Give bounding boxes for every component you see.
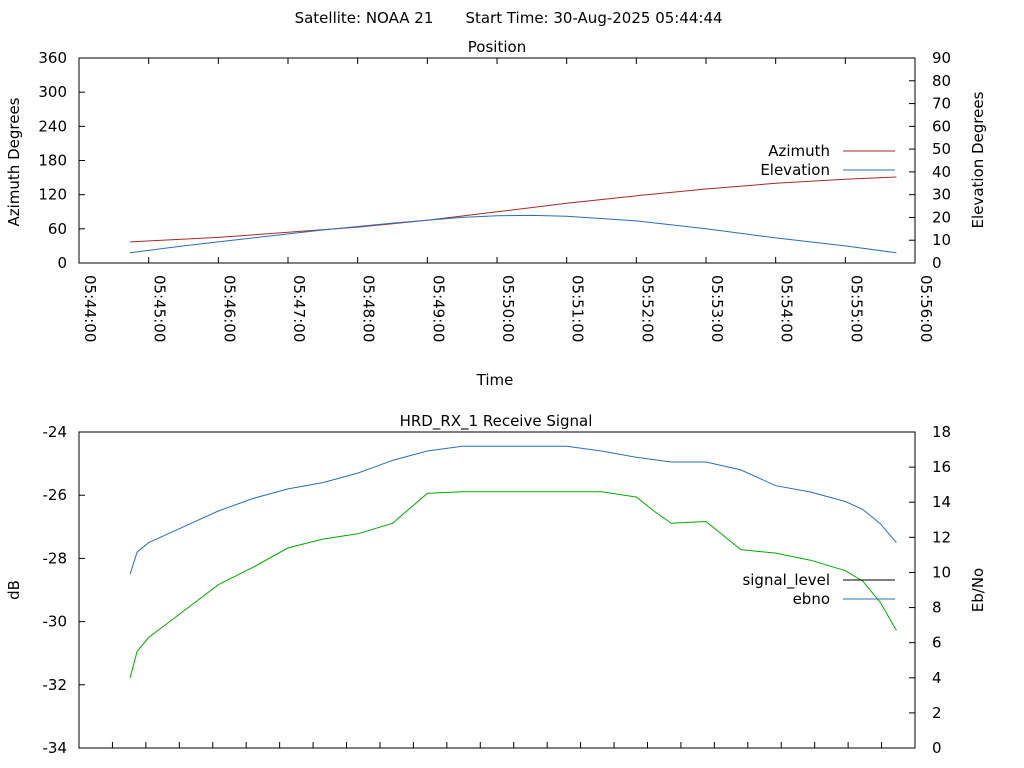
azimuth-y-axis-label: Azimuth Degrees bbox=[5, 97, 23, 226]
signal-y2-tick-label: 14 bbox=[932, 493, 951, 511]
signal-series-ebno-line bbox=[129, 491, 897, 678]
signal-y2-tick-label: 4 bbox=[932, 669, 942, 687]
db-y-axis-label: dB bbox=[5, 580, 23, 600]
position-y-tick-label: 300 bbox=[38, 83, 67, 101]
signal-y-tick-label: -34 bbox=[43, 739, 68, 757]
position-series-azimuth-line bbox=[130, 176, 897, 243]
position-x-tick-label: 05:48:00 bbox=[360, 275, 378, 342]
position-y-tick-label: 120 bbox=[38, 186, 67, 204]
start-time-label: Start Time: 30-Aug-2025 05:44:44 bbox=[465, 9, 722, 27]
ebno-y2-axis-label: Eb/No bbox=[969, 568, 987, 612]
position-y2-tick-label: 60 bbox=[932, 117, 951, 135]
position-y-tick-label: 360 bbox=[38, 49, 67, 67]
satellite-label: Satellite: NOAA 21 bbox=[295, 9, 434, 27]
signal-plot-frame bbox=[78, 431, 916, 749]
signal-y2-tick-label: 0 bbox=[932, 739, 942, 757]
position-y-tick-label: 180 bbox=[38, 152, 67, 170]
position-y2-tick-label: 50 bbox=[932, 140, 951, 158]
signal-y2-tick-label: 12 bbox=[932, 528, 951, 546]
position-y2-tick-label: 10 bbox=[932, 231, 951, 249]
position-x-tick-label: 05:46:00 bbox=[220, 275, 238, 342]
position-y-tick-label: 0 bbox=[57, 254, 67, 272]
signal-y2-tick-label: 6 bbox=[932, 634, 942, 652]
position-y2-tick-label: 70 bbox=[932, 95, 951, 113]
position-x-tick-label: 05:55:00 bbox=[847, 275, 865, 342]
position-x-tick-label: 05:53:00 bbox=[708, 275, 726, 342]
position-y2-tick-label: 30 bbox=[932, 186, 951, 204]
position-x-tick-label: 05:45:00 bbox=[151, 275, 169, 342]
signal-y2-tick-label: 10 bbox=[932, 563, 951, 581]
signal-y2-tick-label: 2 bbox=[932, 704, 942, 722]
signal-y-tick-label: -30 bbox=[43, 613, 68, 631]
position-series-elevation-line bbox=[130, 214, 897, 254]
position-y2-tick-label: 40 bbox=[932, 163, 951, 181]
position-x-tick-label: 05:49:00 bbox=[429, 275, 447, 342]
legend-signal-level-label: signal_level bbox=[742, 571, 830, 590]
position-x-tick-label: 05:51:00 bbox=[569, 275, 587, 342]
position-y2-tick-label: 80 bbox=[932, 72, 951, 90]
position-x-tick-label: 05:52:00 bbox=[638, 275, 656, 342]
signal-y-tick-label: -24 bbox=[43, 423, 68, 441]
position-chart-title: Position bbox=[468, 38, 526, 56]
position-x-tick-label: 05:56:00 bbox=[917, 275, 935, 342]
signal-y2-tick-label: 18 bbox=[932, 423, 951, 441]
legend-elevation-label: Elevation bbox=[760, 161, 830, 179]
signal-y2-tick-label: 16 bbox=[932, 458, 951, 476]
position-x-tick-label: 05:47:00 bbox=[290, 275, 308, 342]
position-y2-tick-label: 20 bbox=[932, 208, 951, 226]
position-y2-tick-label: 90 bbox=[932, 49, 951, 67]
position-y2-tick-label: 0 bbox=[932, 254, 942, 272]
position-x-tick-label: 05:54:00 bbox=[778, 275, 796, 342]
position-x-axis-label: Time bbox=[476, 371, 514, 389]
position-x-tick-label: 05:44:00 bbox=[81, 275, 99, 342]
signal-chart-title: HRD_RX_1 Receive Signal bbox=[400, 412, 593, 431]
signal-y-tick-label: -28 bbox=[43, 549, 68, 567]
position-x-tick-label: 05:50:00 bbox=[499, 275, 517, 342]
elevation-y2-axis-label: Elevation Degrees bbox=[969, 91, 987, 228]
signal-y-tick-label: -26 bbox=[43, 486, 68, 504]
legend-azimuth-label: Azimuth bbox=[768, 142, 830, 160]
legend-ebno-label: ebno bbox=[793, 590, 830, 608]
position-y-tick-label: 60 bbox=[48, 220, 67, 238]
signal-y2-tick-label: 8 bbox=[932, 599, 942, 617]
position-y-tick-label: 240 bbox=[38, 117, 67, 135]
signal-series-signal-level-line bbox=[129, 445, 897, 575]
signal-y-tick-label: -32 bbox=[43, 676, 68, 694]
